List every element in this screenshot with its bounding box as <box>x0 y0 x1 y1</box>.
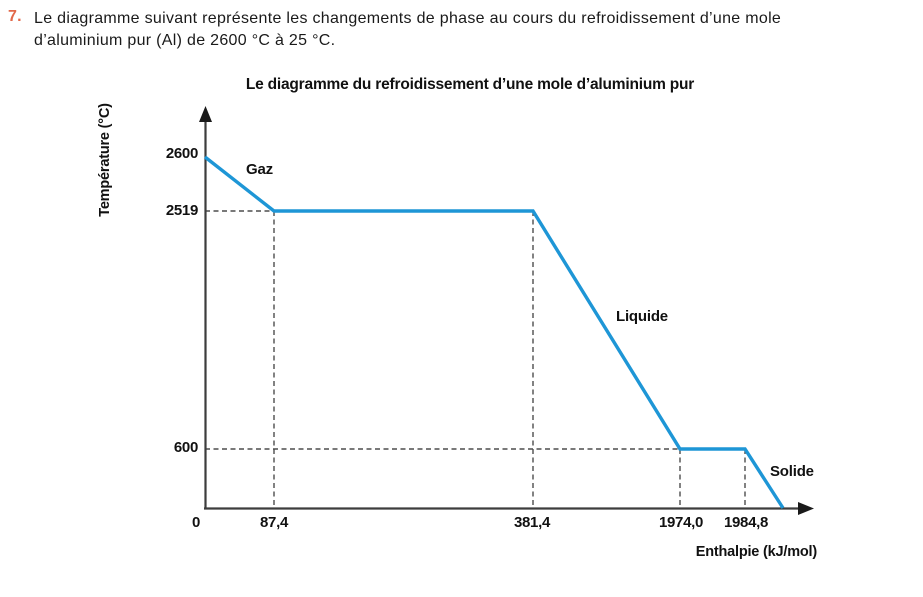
phase-label-solide: Solide <box>770 463 814 480</box>
x-tick-381-4: 381,4 <box>513 514 551 531</box>
x-axis-title: Enthalpie (kJ/mol) <box>695 544 817 560</box>
y-tick-2519: 2519 <box>165 202 198 219</box>
x-tick-1984-8: 1984,8 <box>723 514 769 531</box>
cooling-curve-line <box>203 155 785 509</box>
x-tick-0: 0 <box>191 514 201 531</box>
x-axis-arrow-icon <box>798 502 814 515</box>
y-axis-title: Température (°C) <box>97 103 113 217</box>
x-tick-87-4: 87,4 <box>260 514 288 531</box>
y-tick-600: 600 <box>173 439 198 456</box>
x-tick-1974-0: 1974,0 <box>658 514 704 531</box>
dashed-guides <box>205 210 746 508</box>
problem-text-line1: Le diagramme suivant représente les chan… <box>34 10 782 27</box>
y-axis-arrow-icon <box>199 106 212 122</box>
y-tick-2600: 2600 <box>165 145 198 162</box>
problem-statement: Le diagramme suivant représente les chan… <box>34 8 916 52</box>
problem-text-line2: d’aluminium pur (Al) de 2600 °C à 25 °C. <box>34 32 336 49</box>
phase-label-gaz: Gaz <box>246 161 273 178</box>
chart-title: Le diagramme du refroidissement d’une mo… <box>245 76 695 93</box>
problem-number: 7. <box>8 8 22 25</box>
phase-label-liquide: Liquide <box>616 308 668 325</box>
